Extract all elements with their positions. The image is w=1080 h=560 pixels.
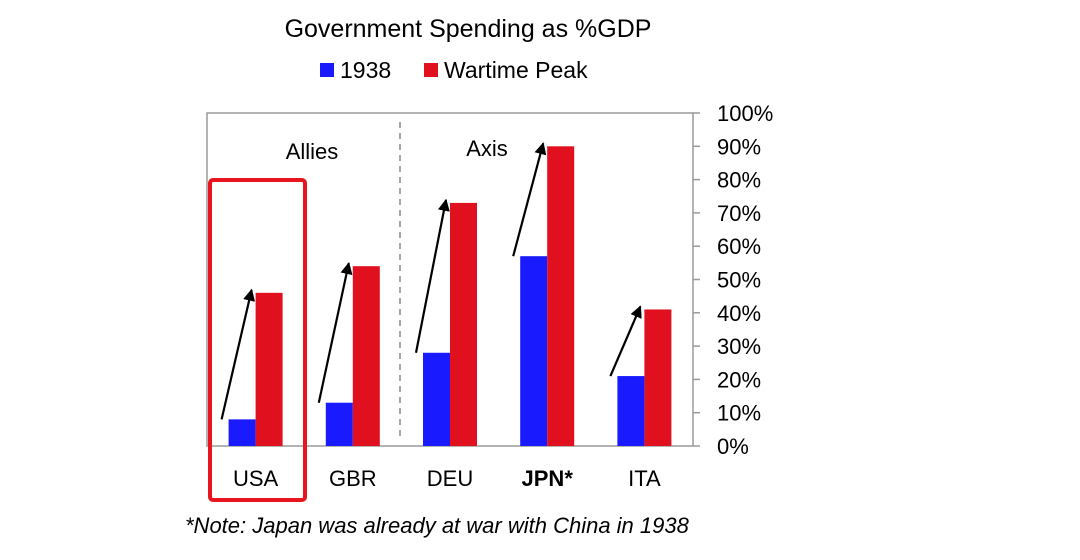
legend-swatch-1938: [320, 63, 334, 77]
bar-1938-deu: [423, 352, 450, 446]
y-tick-label: 0%: [717, 434, 749, 459]
y-tick-label: 30%: [717, 334, 761, 359]
legend-swatch-wartime-peak: [424, 63, 438, 77]
bar-wartime-peak-deu: [450, 202, 477, 446]
y-tick-label: 40%: [717, 301, 761, 326]
y-tick-label: 100%: [717, 101, 773, 126]
bar-wartime-peak-ita: [644, 309, 672, 446]
bar-wartime-peak-jpn: [547, 146, 575, 447]
bar-wartime-peak-usa: [255, 292, 283, 446]
y-tick-label: 10%: [717, 401, 761, 426]
change-arrow-jpn: [512, 142, 547, 257]
arrows: [220, 142, 642, 420]
x-tick-label-usa: USA: [233, 466, 279, 491]
footnote: *Note: Japan was already at war with Chi…: [185, 513, 690, 538]
y-tick-label: 20%: [717, 367, 761, 392]
x-tick-label-deu: DEU: [427, 466, 473, 491]
change-arrow-gbr: [317, 261, 353, 403]
change-arrow-usa: [220, 288, 256, 420]
change-arrow-deu: [414, 198, 450, 353]
legend-label-wartime-peak: Wartime Peak: [444, 57, 588, 83]
bars: [228, 146, 672, 447]
y-axis: 0% 10% 20% 30% 40% 50% 60% 70% 80% 90% 100%: [693, 101, 773, 459]
chart-title: Government Spending as %GDP: [285, 15, 652, 43]
x-tick-label-ita: ITA: [628, 466, 661, 491]
bar-1938-jpn: [520, 256, 548, 446]
bar-1938-usa: [228, 419, 256, 446]
bar-1938-ita: [617, 376, 645, 446]
legend: 1938 Wartime Peak: [320, 57, 588, 83]
group-label-allies: Allies: [286, 139, 339, 164]
bar-1938-gbr: [325, 402, 353, 446]
x-axis: USA GBR DEU JPN* ITA: [233, 466, 661, 491]
group-label-axis: Axis: [466, 136, 508, 161]
y-tick-label: 70%: [717, 201, 761, 226]
change-arrow-ita: [609, 305, 642, 377]
y-tick-label: 50%: [717, 268, 761, 293]
x-tick-label-gbr: GBR: [329, 466, 377, 491]
bar-wartime-peak-gbr: [352, 266, 380, 446]
y-tick-label: 90%: [717, 134, 761, 159]
usa-highlight-box: [208, 178, 307, 502]
legend-label-1938: 1938: [340, 57, 391, 83]
y-tick-label: 80%: [717, 168, 761, 193]
x-tick-label-jpn: JPN*: [522, 466, 574, 491]
y-tick-label: 60%: [717, 234, 761, 259]
